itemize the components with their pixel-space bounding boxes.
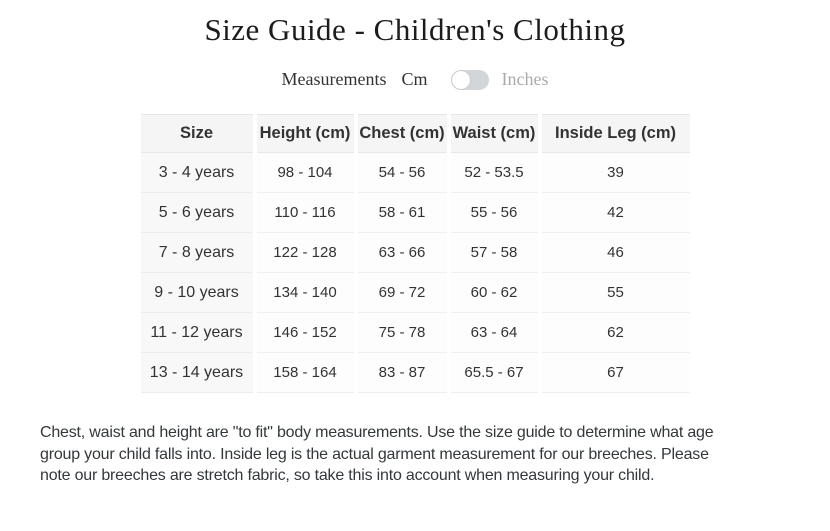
column-header: Inside Leg (cm) [541, 114, 690, 153]
value-cell: 42 [541, 193, 690, 233]
value-cell: 60 - 62 [450, 273, 538, 313]
value-cell: 146 - 152 [256, 313, 354, 353]
unit-toggle-row: Measurements Cm Inches [0, 69, 830, 90]
value-cell: 110 - 116 [256, 193, 354, 233]
toggle-knob-icon [451, 70, 470, 89]
size-cell: 5 - 6 years [140, 193, 253, 233]
value-cell: 63 - 64 [450, 313, 538, 353]
column-header: Waist (cm) [450, 114, 538, 153]
unit-option-cm: Cm [401, 69, 428, 89]
table-row: 13 - 14 years 158 - 164 83 - 87 65.5 - 67 67 [140, 353, 690, 393]
table-row: 5 - 6 years 110 - 116 58 - 61 55 - 56 42 [140, 193, 690, 233]
size-cell: 3 - 4 years [140, 153, 253, 193]
value-cell: 58 - 61 [357, 193, 447, 233]
value-cell: 69 - 72 [357, 273, 447, 313]
value-cell: 65.5 - 67 [450, 353, 538, 393]
value-cell: 57 - 58 [450, 233, 538, 273]
unit-toggle-switch[interactable] [450, 69, 489, 90]
value-cell: 83 - 87 [357, 353, 447, 393]
table-row: 3 - 4 years 98 - 104 54 - 56 52 - 53.5 39 [140, 153, 690, 193]
value-cell: 55 [541, 273, 690, 313]
measurement-note: Chest, waist and height are "to fit" bod… [40, 422, 830, 487]
note-line: note our breeches are stretch fabric, so… [40, 467, 655, 484]
unit-option-inches: Inches [501, 69, 549, 89]
value-cell: 134 - 140 [256, 273, 354, 313]
size-table-header-row: Size Height (cm) Chest (cm) Waist (cm) Insid… [140, 114, 690, 153]
value-cell: 75 - 78 [357, 313, 447, 353]
table-row: 9 - 10 years 134 - 140 69 - 72 60 - 62 55 [140, 273, 690, 313]
value-cell: 54 - 56 [357, 153, 447, 193]
value-cell: 52 - 53.5 [450, 153, 538, 193]
value-cell: 46 [541, 233, 690, 273]
size-guide-table: Size Height (cm) Chest (cm) Waist (cm) Insid… [137, 114, 694, 393]
note-line: Chest, waist and height are "to fit" bod… [40, 424, 714, 441]
value-cell: 39 [541, 153, 690, 193]
size-table-body: 3 - 4 years 98 - 104 54 - 56 52 - 53.5 39 5 -… [140, 153, 690, 393]
size-cell: 7 - 8 years [140, 233, 253, 273]
value-cell: 63 - 66 [357, 233, 447, 273]
size-cell: 9 - 10 years [140, 273, 253, 313]
note-line: group your child falls into. Inside leg … [40, 445, 709, 463]
table-row: 11 - 12 years 146 - 152 75 - 78 63 - 64 62 [140, 313, 690, 353]
size-cell: 11 - 12 years [140, 313, 253, 353]
table-row: 7 - 8 years 122 - 128 63 - 66 57 - 58 46 [140, 233, 690, 273]
column-header: Height (cm) [256, 114, 354, 153]
value-cell: 67 [541, 353, 690, 393]
column-header: Size [140, 114, 253, 153]
value-cell: 158 - 164 [256, 353, 354, 393]
size-cell: 13 - 14 years [140, 353, 253, 393]
value-cell: 98 - 104 [256, 153, 354, 193]
value-cell: 62 [541, 313, 690, 353]
column-header: Chest (cm) [357, 114, 447, 153]
value-cell: 55 - 56 [450, 193, 538, 233]
page-title: Size Guide - Children's Clothing [204, 12, 626, 47]
value-cell: 122 - 128 [256, 233, 354, 273]
measurements-label: Measurements [281, 69, 387, 89]
